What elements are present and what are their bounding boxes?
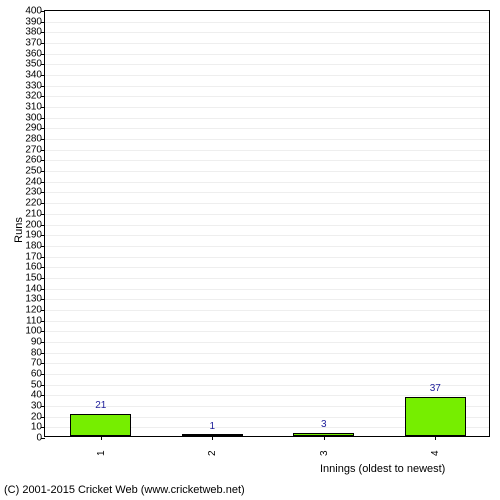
ytick-label: 360 [25,48,45,59]
ytick-label: 380 [25,27,45,38]
gridline-h [45,257,489,258]
ytick-label: 70 [31,358,45,369]
copyright-text: (C) 2001-2015 Cricket Web (www.cricketwe… [4,484,245,496]
gridline-h [45,43,489,44]
gridline-h [45,107,489,108]
gridline-h [45,331,489,332]
gridline-h [45,22,489,23]
bar-value-label: 3 [321,419,327,430]
xtick-label: 4 [430,450,441,456]
ytick-label: 80 [31,347,45,358]
ytick-label: 40 [31,390,45,401]
gridline-h [45,118,489,119]
bar-value-label: 21 [95,400,106,411]
ytick-label: 60 [31,368,45,379]
x-axis-title: Innings (oldest to newest) [320,463,445,475]
ytick-label: 110 [26,315,45,326]
ytick-label: 250 [25,166,45,177]
ytick-label: 260 [25,155,45,166]
ytick-label: 10 [31,422,45,433]
ytick-label: 230 [25,187,45,198]
gridline-h [45,86,489,87]
gridline-h [45,64,489,65]
gridline-h [45,225,489,226]
ytick-label: 240 [25,176,45,187]
xtick-mark [101,436,102,440]
gridline-h [45,203,489,204]
gridline-h [45,235,489,236]
ytick-label: 350 [25,59,45,70]
gridline-h [45,278,489,279]
ytick-label: 100 [25,326,45,337]
gridline-h [45,182,489,183]
gridline-h [45,75,489,76]
gridline-h [45,150,489,151]
xtick-label: 1 [96,450,107,456]
gridline-h [45,160,489,161]
gridline-h [45,299,489,300]
gridline-h [45,192,489,193]
xtick-label: 2 [207,450,218,456]
ytick-label: 390 [25,16,45,27]
gridline-h [45,128,489,129]
gridline-h [45,385,489,386]
ytick-label: 290 [25,123,45,134]
xtick-mark [435,436,436,440]
ytick-label: 190 [25,230,45,241]
gridline-h [45,363,489,364]
ytick-label: 30 [31,400,45,411]
ytick-label: 320 [25,91,45,102]
gridline-h [45,289,489,290]
gridline-h [45,374,489,375]
ytick-label: 400 [25,6,45,17]
ytick-label: 160 [25,262,45,273]
ytick-label: 120 [25,304,45,315]
gridline-h [45,353,489,354]
ytick-label: 0 [36,433,45,444]
ytick-label: 340 [25,70,45,81]
y-axis-title: Runs [13,217,25,243]
ytick-label: 150 [25,272,45,283]
gridline-h [45,32,489,33]
ytick-label: 170 [25,251,45,262]
gridline-h [45,171,489,172]
gridline-h [45,96,489,97]
gridline-h [45,139,489,140]
chart-container: 0102030405060708090100110120130140150160… [0,0,500,500]
plot-area: 0102030405060708090100110120130140150160… [44,10,490,437]
ytick-label: 20 [31,411,45,422]
ytick-label: 180 [25,240,45,251]
gridline-h [45,310,489,311]
xtick-mark [324,436,325,440]
xtick-label: 3 [319,450,330,456]
xtick-mark [212,436,213,440]
gridline-h [45,267,489,268]
ytick-label: 130 [25,294,45,305]
gridline-h [45,342,489,343]
ytick-label: 140 [25,283,45,294]
ytick-label: 210 [25,208,45,219]
ytick-label: 200 [25,219,45,230]
ytick-label: 330 [25,80,45,91]
bar [293,433,354,436]
bar [182,434,243,436]
gridline-h [45,246,489,247]
ytick-label: 90 [31,336,45,347]
ytick-label: 220 [25,198,45,209]
bar [405,397,466,436]
ytick-label: 310 [25,102,45,113]
bar-value-label: 37 [430,383,441,394]
gridline-h [45,214,489,215]
ytick-label: 370 [25,38,45,49]
gridline-h [45,54,489,55]
ytick-label: 280 [25,134,45,145]
ytick-label: 50 [31,379,45,390]
ytick-label: 300 [25,112,45,123]
bar-value-label: 1 [209,421,215,432]
gridline-h [45,321,489,322]
bar [70,414,131,436]
ytick-label: 270 [25,144,45,155]
